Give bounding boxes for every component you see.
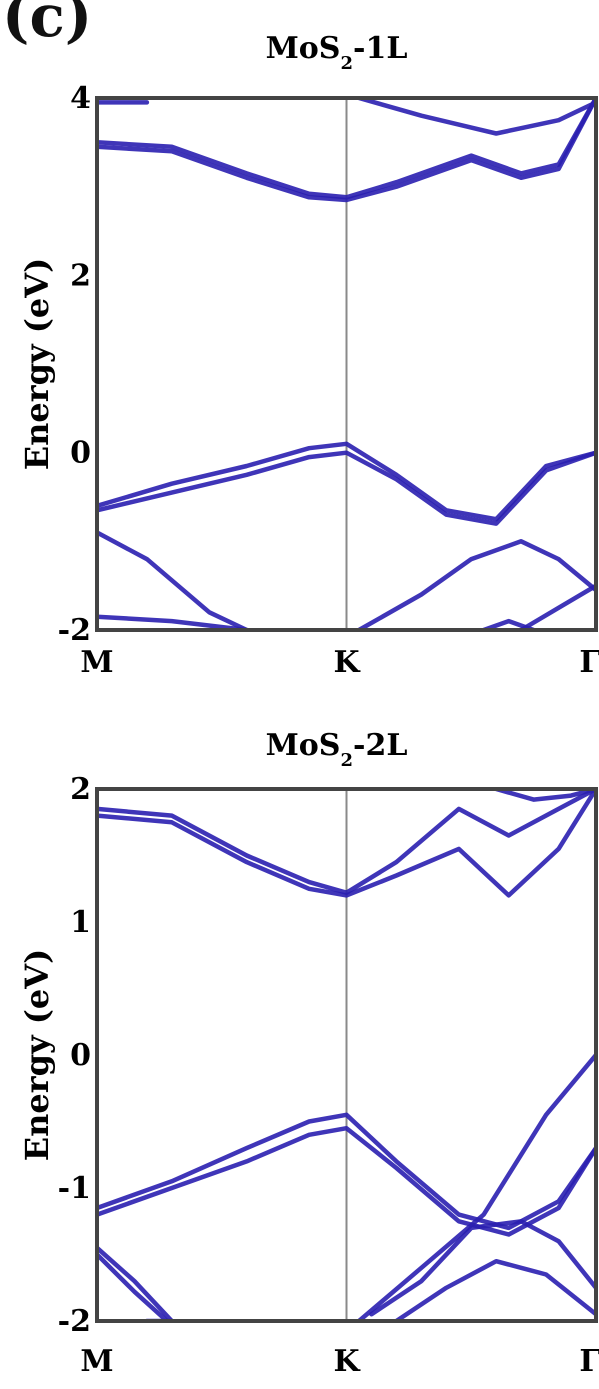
band-line-9 (356, 539, 596, 630)
band-line-9 (356, 1052, 596, 1321)
x-tick-label: Γ (579, 645, 599, 680)
band-line-4 (356, 98, 596, 136)
band-line-11 (394, 1258, 596, 1321)
panel-label: (c) (2, 0, 93, 50)
band-line-4 (97, 1125, 596, 1237)
y-tick-label: 2 (70, 772, 91, 807)
y-tick-label: -2 (58, 613, 91, 648)
title-subscript: 2 (340, 750, 353, 771)
band-line-10 (369, 1219, 596, 1317)
x-tick-label: K (333, 645, 360, 680)
y-tick-label: 4 (70, 81, 91, 116)
title-main: MoS (266, 728, 341, 763)
y-tick-label: -2 (58, 1304, 91, 1339)
band-line-11 (518, 583, 596, 630)
x-tick-label: M (80, 645, 113, 680)
bands (97, 789, 596, 1321)
band-line-1 (97, 98, 596, 203)
band-line-5 (97, 1112, 596, 1231)
band-line-7 (97, 530, 249, 630)
chart-title: MoS2-2L (266, 728, 408, 771)
band-line-8 (97, 614, 249, 630)
band-line-2 (97, 789, 596, 895)
title-main: MoS (266, 31, 341, 66)
y-tick-label: 0 (70, 436, 91, 471)
plot-frame (95, 96, 598, 632)
title-suffix: -1L (353, 31, 407, 66)
band-line-1 (97, 789, 596, 898)
x-tick-label: M (80, 1344, 113, 1379)
band-line-2 (97, 98, 596, 200)
title-subscript: 2 (340, 53, 353, 74)
title-suffix: -2L (353, 728, 407, 763)
y-axis-label: Energy (eV) (18, 258, 56, 470)
band-line-3 (493, 789, 596, 802)
y-axis-label: Energy (eV) (18, 949, 56, 1161)
y-tick-label: 0 (70, 1038, 91, 1073)
bands (97, 98, 596, 630)
band-line-6 (97, 1245, 175, 1321)
y-tick-label: 2 (70, 258, 91, 293)
band-line-5 (97, 450, 596, 526)
band-line-6 (97, 441, 596, 522)
y-tick-label: 1 (70, 905, 91, 940)
band-line-7 (97, 1252, 170, 1321)
y-tick-label: -1 (58, 1171, 91, 1206)
chart-title: MoS2-1L (266, 31, 408, 74)
x-tick-label: Γ (579, 1344, 599, 1379)
plot-frame (95, 787, 598, 1323)
x-tick-label: K (333, 1344, 360, 1379)
